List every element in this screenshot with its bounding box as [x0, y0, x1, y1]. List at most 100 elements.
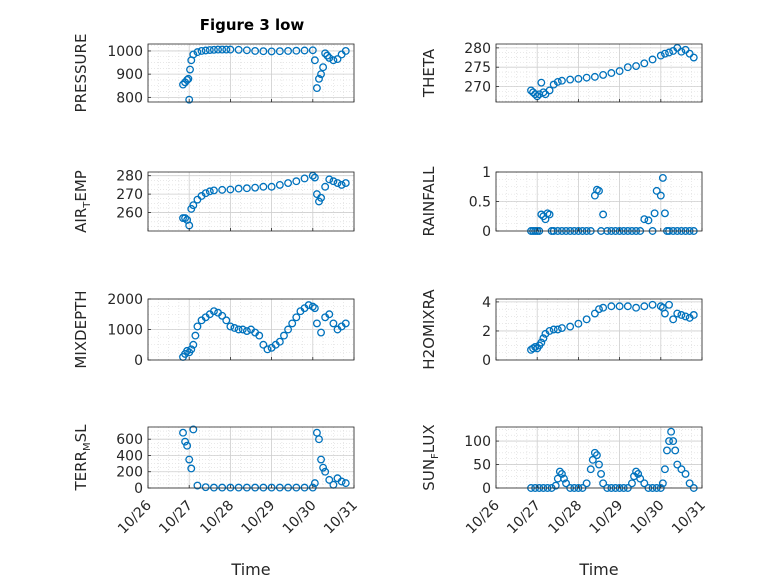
data-point	[562, 479, 570, 488]
data-point	[325, 310, 334, 319]
data-point	[193, 48, 202, 57]
data-point	[685, 49, 694, 58]
data-point	[310, 173, 319, 182]
y-tick-label: 1000	[107, 44, 143, 60]
data-point	[193, 322, 202, 331]
data-point	[590, 448, 599, 457]
data-point	[191, 331, 200, 340]
axes-8: 0 50 100 SUNFLUX 10/26 10/27 10/28 10/29 10/30 10…	[420, 424, 709, 579]
data-point	[280, 331, 288, 340]
y-axis-label: TERRMSL	[72, 424, 93, 492]
data-point	[267, 47, 276, 56]
data-point	[179, 428, 187, 437]
data-point	[599, 70, 608, 79]
data-point	[209, 483, 218, 492]
data-point	[644, 216, 653, 225]
axes-box	[147, 171, 355, 232]
y-tick-label: 800	[116, 90, 143, 106]
data-point	[599, 303, 608, 312]
data-point	[242, 483, 251, 492]
y-axis-label: AIRTEMP	[72, 170, 93, 233]
y-tick-label: 0	[134, 353, 143, 369]
data-point	[341, 47, 350, 55]
y-tick-label: 4	[482, 295, 491, 311]
data-point	[189, 425, 198, 434]
data-point	[234, 325, 243, 334]
data-point	[648, 55, 657, 64]
data-point	[275, 47, 284, 56]
data-point	[275, 483, 284, 492]
data-point	[531, 90, 540, 99]
data-point	[308, 302, 317, 311]
data-point	[656, 51, 665, 60]
data-point	[663, 446, 671, 455]
data-point	[582, 73, 591, 82]
data-point	[310, 479, 319, 488]
series-points	[527, 427, 698, 492]
data-point	[337, 477, 346, 486]
data-point	[333, 55, 342, 64]
data-point	[189, 340, 198, 349]
data-point	[251, 483, 260, 492]
data-point	[300, 174, 309, 183]
data-point	[634, 469, 643, 478]
data-point	[671, 446, 680, 455]
data-point	[592, 451, 601, 460]
data-point	[681, 45, 690, 54]
x-axis-label: Time	[230, 560, 270, 579]
data-point	[183, 441, 192, 450]
y-tick-label: 0	[134, 481, 143, 497]
x-tick-label: 10/29	[587, 498, 627, 538]
y-tick-label: 270	[116, 187, 143, 203]
axes-5: 0 1000 2000 MIXDEPTH	[72, 290, 355, 369]
y-axis-label: RAINFALL	[420, 166, 438, 237]
y-axis-label: MIXDEPTH	[72, 290, 90, 368]
x-tick-label: 10/26	[115, 497, 155, 537]
data-point	[255, 331, 264, 340]
y-tick-label: 0.5	[469, 195, 491, 211]
data-point	[582, 479, 591, 488]
plot-area	[148, 172, 354, 231]
data-point	[312, 84, 321, 93]
data-point	[222, 45, 231, 54]
data-point	[588, 455, 597, 464]
data-point	[595, 186, 603, 195]
y-tick-label: 0	[482, 224, 491, 240]
data-point	[341, 179, 350, 188]
data-point	[214, 45, 222, 54]
data-point	[623, 63, 632, 72]
data-point	[251, 47, 260, 55]
y-axis-label: H2OMIXRA	[420, 289, 438, 370]
data-point	[259, 182, 268, 191]
y-tick-label: 100	[464, 434, 491, 450]
data-point	[557, 324, 566, 332]
data-point	[681, 469, 690, 478]
data-point	[186, 65, 194, 74]
data-point	[648, 300, 657, 309]
data-point	[319, 463, 328, 472]
series-points	[527, 43, 698, 101]
data-point	[234, 45, 243, 54]
figure-title: Figure 3 low	[200, 16, 305, 34]
series-points	[179, 425, 350, 492]
data-point	[183, 76, 192, 84]
data-point	[329, 56, 338, 65]
data-point	[541, 90, 550, 99]
data-point	[284, 325, 293, 334]
data-point	[321, 182, 330, 191]
data-point	[205, 187, 214, 196]
data-point	[317, 193, 325, 202]
axes-6: 0 2 4 H2OMIXRA	[420, 289, 703, 370]
data-point	[640, 302, 649, 311]
axes-box	[495, 43, 703, 103]
data-point	[284, 483, 293, 492]
data-point	[300, 483, 309, 492]
series-points	[179, 171, 350, 230]
data-point	[599, 210, 608, 219]
x-tick-label: 10/31	[669, 498, 709, 538]
x-tick-label: 10/26	[463, 497, 503, 537]
data-point	[665, 437, 673, 446]
data-point	[615, 67, 624, 76]
data-point	[566, 75, 575, 84]
